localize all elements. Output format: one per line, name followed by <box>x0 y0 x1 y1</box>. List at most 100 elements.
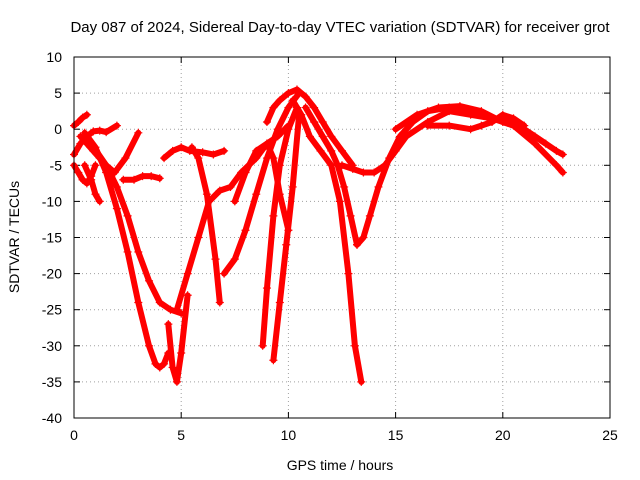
series-arc-14 <box>230 139 293 235</box>
data-point <box>202 190 211 199</box>
series-arc-15 <box>258 103 301 350</box>
data-point <box>310 117 319 126</box>
data-point <box>359 233 368 242</box>
series-arc <box>259 104 300 349</box>
data-point <box>318 132 327 141</box>
series-arc-9 <box>164 291 192 386</box>
data-point <box>220 269 229 278</box>
data-point <box>455 102 464 111</box>
series-arc-10 <box>160 143 229 163</box>
data-point <box>275 298 284 307</box>
data-point <box>134 128 143 137</box>
data-point <box>80 161 89 170</box>
data-point <box>297 110 306 119</box>
data-point <box>327 146 336 155</box>
series-arc-6 <box>119 172 164 184</box>
data-point <box>357 377 366 386</box>
data-point <box>87 139 96 148</box>
data-point <box>338 146 346 155</box>
data-point <box>275 96 284 105</box>
data-point <box>168 363 177 372</box>
data-point <box>95 126 104 135</box>
series-arc-11 <box>187 143 224 307</box>
data-point <box>130 175 139 184</box>
data-point <box>305 132 314 141</box>
data-point <box>258 341 267 350</box>
series-arc <box>302 104 360 248</box>
data-point <box>121 154 130 163</box>
y-tick-label: 5 <box>54 85 62 101</box>
data-point <box>112 204 121 213</box>
series-arc-18 <box>288 96 366 386</box>
y-tick-label: -20 <box>42 266 62 282</box>
data-point <box>284 125 293 134</box>
data-point <box>102 128 111 137</box>
y-tick-label: 0 <box>54 121 62 137</box>
x-tick-label: 0 <box>70 427 78 443</box>
data-point <box>262 139 271 148</box>
data-point <box>327 132 336 141</box>
data-point <box>220 146 229 155</box>
data-point <box>402 132 411 141</box>
data-point <box>348 164 357 173</box>
data-point <box>344 269 353 278</box>
data-point <box>552 161 561 170</box>
x-tick-label: 25 <box>602 427 618 443</box>
data-point <box>78 175 87 184</box>
data-point <box>466 125 475 134</box>
data-point <box>477 107 486 116</box>
data-point <box>215 298 224 307</box>
data-point <box>194 233 203 242</box>
data-point <box>112 182 121 191</box>
data-point <box>284 103 293 112</box>
data-point <box>123 211 132 220</box>
data-point <box>151 359 160 368</box>
data-point <box>252 146 261 155</box>
data-point <box>138 172 147 181</box>
data-point <box>89 127 98 136</box>
data-point <box>183 291 192 300</box>
y-tick-label: -35 <box>42 374 62 390</box>
data-point <box>477 121 486 130</box>
data-point <box>211 255 220 264</box>
y-tick-label: -40 <box>42 410 62 426</box>
data-point <box>365 211 374 220</box>
data-point <box>423 121 432 130</box>
data-point <box>172 377 181 386</box>
plot-frame <box>73 56 611 419</box>
data-point <box>310 103 319 112</box>
data-point <box>78 113 87 122</box>
data-point <box>205 197 214 206</box>
data-point <box>284 89 293 98</box>
data-point <box>145 341 154 350</box>
data-point <box>275 161 284 170</box>
data-point <box>269 356 278 365</box>
data-point <box>177 143 186 152</box>
data-point <box>338 161 346 170</box>
data-point <box>558 150 567 159</box>
series-arc-5 <box>80 161 104 206</box>
data-point <box>346 211 355 220</box>
series-arc <box>81 162 103 205</box>
data-point <box>282 240 291 249</box>
data-point <box>80 128 89 137</box>
data-point <box>123 247 132 256</box>
data-point <box>134 247 143 256</box>
data-point <box>269 211 278 220</box>
data-point <box>269 103 278 112</box>
y-tick-label: -5 <box>50 157 63 173</box>
data-point <box>134 298 143 307</box>
data-point <box>335 197 344 206</box>
data-point <box>187 143 196 152</box>
data-point <box>183 269 192 278</box>
x-tick-label: 20 <box>495 427 511 443</box>
data-point <box>359 168 368 177</box>
data-point <box>370 168 379 177</box>
data-point <box>155 363 164 372</box>
data-point <box>520 121 529 130</box>
data-point <box>241 168 250 177</box>
series-arc <box>392 103 549 147</box>
data-point <box>262 117 271 126</box>
data-point <box>374 182 383 191</box>
